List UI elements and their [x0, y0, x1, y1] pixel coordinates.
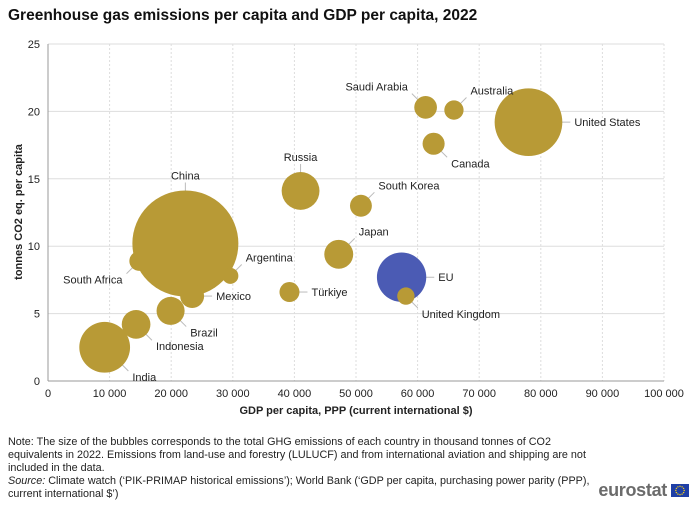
- bubble-label-australia: Australia: [470, 86, 514, 98]
- x-tick-label: 90 000: [586, 388, 620, 400]
- eu-flag-icon: [671, 484, 689, 497]
- x-tick-label: 0: [45, 388, 51, 400]
- x-tick-label: 30 000: [216, 388, 250, 400]
- x-tick-label: 50 000: [339, 388, 373, 400]
- bubble-south-korea: [349, 194, 372, 217]
- eurostat-logo: eurostat: [598, 480, 689, 501]
- bubble-label-indonesia: Indonesia: [156, 341, 205, 353]
- bubble-japan: [324, 239, 354, 269]
- bubble-label-china: China: [171, 171, 201, 183]
- x-tick-label: 60 000: [401, 388, 435, 400]
- bubble-label-t-rkiye: Türkiye: [311, 287, 347, 299]
- bubble-australia: [444, 100, 464, 120]
- bubble-label-canada: Canada: [451, 158, 490, 170]
- bubble-label-argentina: Argentina: [246, 252, 294, 264]
- source-value: Climate watch (‘PIK-PRIMAP historical em…: [8, 475, 590, 500]
- bubble-label-united-kingdom: United Kingdom: [422, 309, 500, 321]
- bubble-united-kingdom: [397, 287, 415, 305]
- bubble-south-africa: [129, 251, 149, 271]
- bubble-saudi-arabia: [414, 96, 437, 119]
- note-text: Note: The size of the bubbles correspond…: [8, 436, 586, 474]
- bubble-mexico: [180, 284, 205, 309]
- bubble-label-saudi-arabia: Saudi Arabia: [345, 82, 408, 94]
- bubble-label-russia: Russia: [284, 152, 319, 164]
- y-axis-label: tonnes CO2 eq. per capita: [13, 143, 25, 280]
- axes: 0 10 000 20 000 30 000 40 000 50 000 60 000 70 …: [28, 39, 684, 400]
- bubble-label-japan: Japan: [359, 226, 389, 238]
- x-tick-label: 100 000: [644, 388, 684, 400]
- bubble-brazil: [156, 296, 185, 325]
- bubble-label-brazil: Brazil: [190, 328, 218, 340]
- x-tick-label: 70 000: [462, 388, 496, 400]
- x-axis-label: GDP per capita, PPP (current internation…: [239, 405, 472, 417]
- eurostat-wordmark: eurostat: [598, 480, 667, 500]
- y-tick-label: 10: [28, 241, 40, 253]
- bubble-label-india: India: [132, 372, 157, 384]
- bubble-indonesia: [121, 310, 151, 339]
- notes: Note: The size of the bubbles correspond…: [8, 436, 608, 501]
- bubble-argentina: [222, 267, 239, 284]
- bubble-t-rkiye: [279, 282, 300, 303]
- y-tick-label: 25: [28, 39, 40, 51]
- x-tick-label: 10 000: [93, 388, 127, 400]
- x-tick-label: 20 000: [154, 388, 188, 400]
- x-tick-label: 80 000: [524, 388, 558, 400]
- bubble-eu: [376, 252, 427, 302]
- y-tick-label: 5: [34, 309, 40, 321]
- y-tick-label: 20: [28, 106, 40, 118]
- bubble-label-mexico: Mexico: [216, 291, 251, 303]
- chart-title: Greenhouse gas emissions per capita and …: [8, 7, 478, 24]
- bubble-russia: [281, 172, 320, 210]
- x-tick-label: 40 000: [278, 388, 312, 400]
- bubble-label-south-korea: South Korea: [378, 180, 440, 192]
- y-tick-label: 15: [28, 174, 40, 186]
- bubble-labels: China United States India EU Russia Japan Indo…: [63, 82, 641, 384]
- source-text: Source: Climate watch (‘PIK-PRIMAP histo…: [8, 475, 608, 501]
- bubble-china: [132, 190, 239, 297]
- bubble-label-eu: EU: [438, 272, 453, 284]
- bubble-canada: [422, 132, 445, 155]
- bubble-india: [79, 321, 131, 373]
- bubbles: [79, 88, 563, 373]
- bubble-label-south-africa: South Africa: [63, 275, 123, 287]
- bubble-united-states: [494, 88, 563, 157]
- source-label: Source:: [8, 475, 46, 487]
- y-tick-label: 0: [34, 376, 40, 388]
- bubble-chart: 0 10 000 20 000 30 000 40 000 50 000 60 000 70 …: [13, 39, 684, 417]
- bubble-label-united-states: United States: [574, 117, 641, 129]
